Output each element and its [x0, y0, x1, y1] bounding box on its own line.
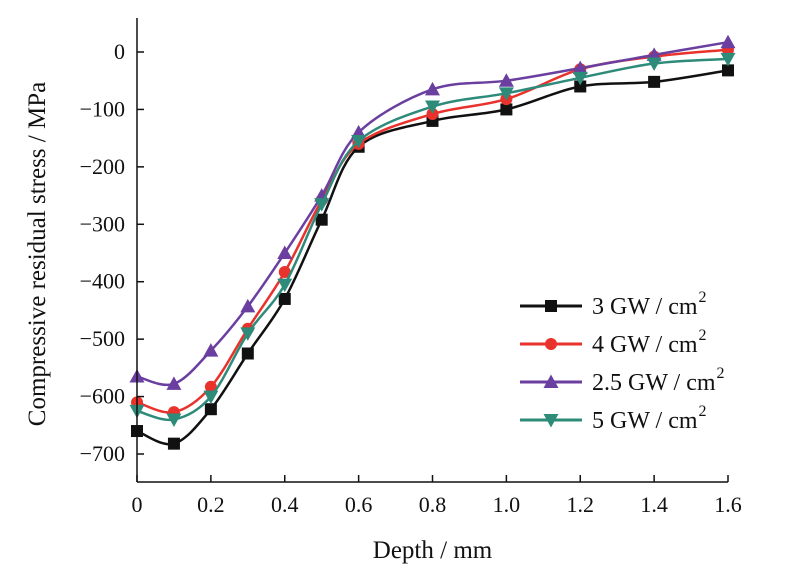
y-tick-label: −600: [80, 384, 125, 409]
y-tick-label: −500: [80, 326, 125, 351]
data-point: [277, 278, 293, 293]
data-point: [203, 343, 219, 357]
legend-item: 2.5 GW / cm 2: [520, 365, 725, 396]
legend-superscript: 2: [699, 403, 707, 420]
legend-marker: [543, 414, 559, 428]
data-point: [722, 64, 734, 77]
data-point: [648, 75, 661, 88]
legend-marker: [545, 338, 557, 350]
data-point: [425, 100, 440, 115]
data-point: [574, 80, 587, 93]
legend-item: 5 GW / cm 2: [520, 403, 707, 434]
legend-label: 4 GW / cm: [592, 332, 698, 358]
data-point: [500, 103, 513, 116]
data-point: [277, 245, 293, 259]
data-point: [646, 57, 662, 71]
axes: 0 −100 −200 −300 −400 −500 −600 −700 0 0.2 0.4 0.6 0…: [80, 18, 742, 517]
data-point: [240, 298, 256, 313]
legend-marker: [543, 374, 559, 388]
legend-marker: [545, 300, 557, 312]
x-tick-label: 0.4: [271, 492, 299, 517]
data-point: [720, 34, 736, 49]
data-point: [167, 437, 180, 450]
data-point: [203, 390, 219, 405]
legend-superscript: 2: [699, 327, 707, 344]
legend-label: 3 GW / cm: [592, 294, 698, 320]
x-tick-label: 1.0: [493, 492, 521, 517]
y-axis-title: Compressive residual stress / MPa: [24, 82, 51, 426]
x-tick-label: 1.2: [567, 492, 595, 517]
y-tick-label: 0: [114, 39, 125, 64]
data-point: [572, 71, 588, 86]
x-tick-label: 0: [132, 492, 143, 517]
x-tick-label: 0.6: [345, 492, 373, 517]
legend-superscript: 2: [717, 365, 725, 382]
y-tick-label: −300: [80, 211, 125, 236]
y-tick-label: −100: [80, 96, 125, 121]
data-point: [241, 347, 254, 360]
x-tick-label: 1.4: [640, 492, 668, 517]
data-point: [166, 376, 182, 390]
x-axis-title: Depth / mm: [373, 537, 493, 564]
data-point: [278, 292, 291, 305]
data-point: [498, 73, 514, 87]
data-point: [720, 52, 736, 67]
data-point: [204, 403, 217, 416]
data-point: [240, 327, 256, 341]
legend-label: 5 GW / cm: [592, 408, 698, 434]
data-point: [315, 213, 328, 226]
data-point: [572, 60, 588, 75]
y-tick-label: −200: [80, 154, 125, 179]
data-point: [166, 413, 182, 428]
x-tick-label: 0.8: [419, 492, 447, 517]
data-point: [204, 380, 217, 393]
legend-item: 4 GW / cm 2: [520, 327, 707, 358]
series-layer: [129, 34, 736, 450]
legend-item: 3 GW / cm 2: [520, 289, 707, 320]
legend-superscript: 2: [699, 289, 707, 306]
data-point: [351, 135, 367, 149]
legend: 3 GW / cm 24 GW / cm 22.5 GW / cm 25 GW / c…: [520, 289, 725, 434]
y-tick-label: −700: [80, 441, 125, 466]
x-tick-label: 0.2: [197, 492, 225, 517]
data-point: [278, 265, 291, 278]
legend-label: 2.5 GW / cm: [592, 370, 716, 396]
data-point: [314, 198, 330, 212]
data-point: [425, 81, 440, 96]
x-tick-label: 1.6: [714, 492, 742, 517]
series-2: [131, 43, 734, 419]
y-tick-label: −400: [80, 269, 125, 294]
data-point: [498, 87, 514, 101]
